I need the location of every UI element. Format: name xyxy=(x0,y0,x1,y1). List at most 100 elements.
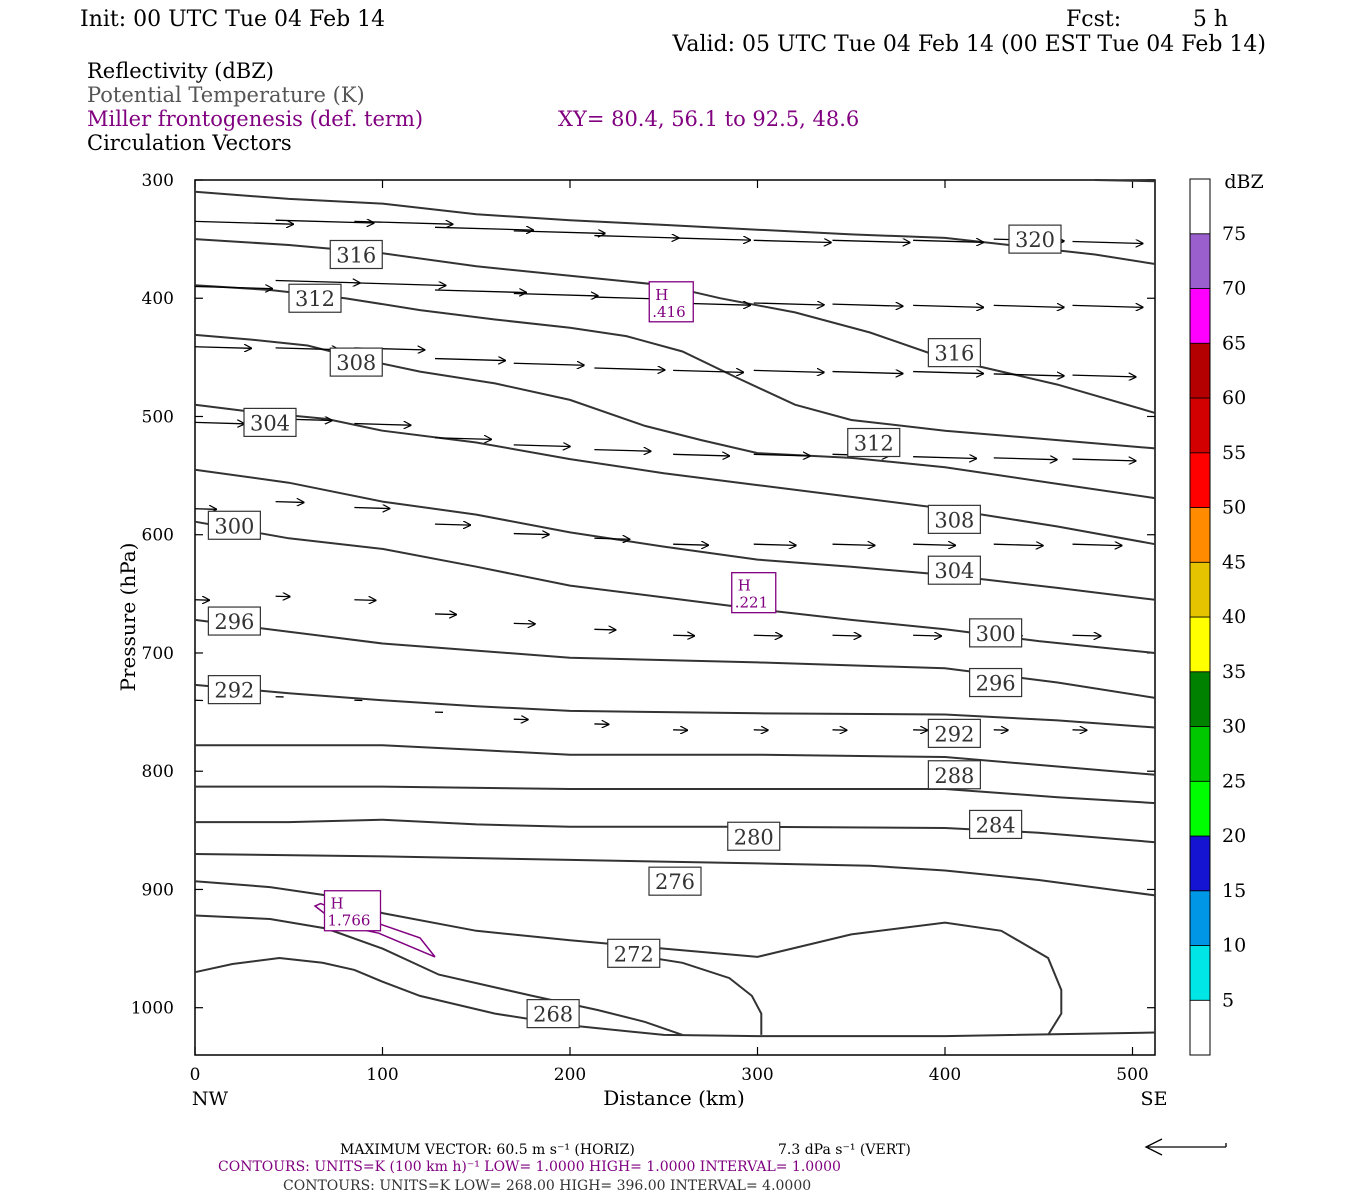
colorbar-swatch xyxy=(1189,561,1211,618)
vector-arrow xyxy=(434,359,505,361)
colorbar-level: 50 xyxy=(1222,497,1246,519)
vector-arrow xyxy=(832,304,903,306)
colorbar-swatch xyxy=(1189,780,1211,837)
contour-label-box xyxy=(969,618,1023,648)
reflectivity-colorbar: 5 10 15 20 25 30 35 40 45 50 55 60 65 70 75 xyxy=(1189,178,1246,1056)
colorbar-swatch xyxy=(1189,452,1211,508)
vector-arrow xyxy=(594,629,615,630)
colorbar-swatch xyxy=(1189,616,1211,673)
maximum-box xyxy=(648,281,694,323)
contour-label-box xyxy=(927,338,981,368)
vector-arrow xyxy=(354,424,410,426)
vector-arrow xyxy=(753,240,831,242)
contour-label: 280 xyxy=(734,825,774,849)
vector-arrow xyxy=(1072,305,1143,307)
vector-arrow xyxy=(513,623,535,624)
contour-label-box xyxy=(288,283,342,313)
forecast-hour: 5 h xyxy=(1193,7,1228,32)
vector-arrow xyxy=(753,370,824,372)
colorbar-level: 10 xyxy=(1222,935,1246,957)
y-tick-label: 300 xyxy=(142,171,174,191)
contour-label-box xyxy=(207,510,261,540)
vector-arrow xyxy=(832,544,875,545)
maximum-value: .221 xyxy=(735,594,768,612)
vector-arrow xyxy=(594,368,664,370)
colorbar-swatch xyxy=(1189,288,1211,344)
colorbar-swatch xyxy=(1189,671,1211,727)
colorbar-frame xyxy=(1189,178,1211,1056)
theta-contour-280 xyxy=(194,853,1156,897)
vector-arrow xyxy=(594,450,650,452)
x-tick-label: 400 xyxy=(929,1065,961,1085)
contour-label: 316 xyxy=(336,243,376,267)
vector-arrow xyxy=(913,544,955,545)
theta-contour-272 xyxy=(194,914,683,1036)
colorbar-level: 45 xyxy=(1222,551,1246,573)
x-end-label-right: SE xyxy=(1141,1088,1168,1110)
vector-arrow xyxy=(354,600,375,601)
vector-arrow xyxy=(194,509,216,510)
maximum-box xyxy=(323,890,382,932)
vector-arrow xyxy=(993,458,1057,460)
y-axis: 300 400 500 600 700 800 900 1000 xyxy=(131,171,1155,1019)
vector-arrow xyxy=(673,370,743,372)
contour-label-box xyxy=(727,821,781,851)
colorbar-swatch xyxy=(1189,507,1211,563)
contour-label-box xyxy=(648,866,702,896)
y-tick-label: 900 xyxy=(142,880,174,900)
vector-arrow xyxy=(275,281,360,283)
field-potential-temperature: Potential Temperature (K) xyxy=(87,83,365,107)
contours-frontogenesis-info: CONTOURS: UNITS=K (100 km h)⁻¹ LOW= 1.00… xyxy=(218,1159,841,1175)
vector-arrow xyxy=(753,454,810,456)
vector-arrow xyxy=(993,305,1064,307)
contour-label: 312 xyxy=(295,287,335,311)
vector-arrow xyxy=(434,227,533,230)
colorbar-level: 70 xyxy=(1222,278,1246,300)
vector-arrow xyxy=(993,544,1043,545)
xy-endpoints: XY= 80.4, 56.1 to 92.5, 48.6 xyxy=(558,107,859,131)
vector-arrow xyxy=(513,294,598,296)
colorbar-level: 30 xyxy=(1222,716,1246,738)
vector-arrow xyxy=(1072,544,1122,545)
vector-arrow xyxy=(194,422,244,423)
contour-label-box xyxy=(329,347,383,377)
colorbar-swatch xyxy=(1189,233,1211,289)
colorbar-level: 55 xyxy=(1222,442,1246,464)
maximum-value: .416 xyxy=(652,303,685,321)
contour-label: 268 xyxy=(533,1003,573,1027)
theta-contour-316 xyxy=(194,333,1156,500)
vector-arrow xyxy=(194,221,293,224)
max-vector-horizontal: MAXIMUM VECTOR: 60.5 m s⁻¹ (HORIZ) xyxy=(340,1142,635,1158)
contour-label: 304 xyxy=(250,411,290,435)
colorbar-level: 40 xyxy=(1222,606,1246,628)
vector-arrow xyxy=(753,303,824,305)
vector-arrow xyxy=(434,438,491,440)
vector-arrow xyxy=(1072,459,1136,461)
vector-arrow xyxy=(753,544,796,545)
colorbar-swatch xyxy=(1189,397,1211,454)
vector-arrow xyxy=(913,240,983,242)
maximum-box xyxy=(731,572,777,614)
vector-arrow xyxy=(513,231,605,234)
colorbar-level: 75 xyxy=(1222,223,1246,245)
vector-arrow xyxy=(513,363,584,365)
colorbar-level: 5 xyxy=(1222,989,1234,1011)
vector-arrow xyxy=(913,305,983,307)
theta-contour-320 xyxy=(194,284,1156,450)
maximum-marker: H xyxy=(655,286,668,304)
y-axis-title: Pressure (hPa) xyxy=(116,543,140,692)
maximum-value: 1.766 xyxy=(328,912,371,930)
colorbar-swatch xyxy=(1189,178,1211,235)
forecast-label: Fcst: xyxy=(1066,7,1121,32)
y-tick-label: 800 xyxy=(142,762,174,782)
vector-arrow xyxy=(673,454,729,456)
colorbar-swatch xyxy=(1189,890,1211,946)
vector-arrow xyxy=(194,286,272,288)
contour-label-box xyxy=(243,407,297,437)
colorbar-level: 25 xyxy=(1222,770,1246,792)
vector-arrow xyxy=(832,240,910,242)
x-end-label-left: NW xyxy=(192,1088,229,1110)
